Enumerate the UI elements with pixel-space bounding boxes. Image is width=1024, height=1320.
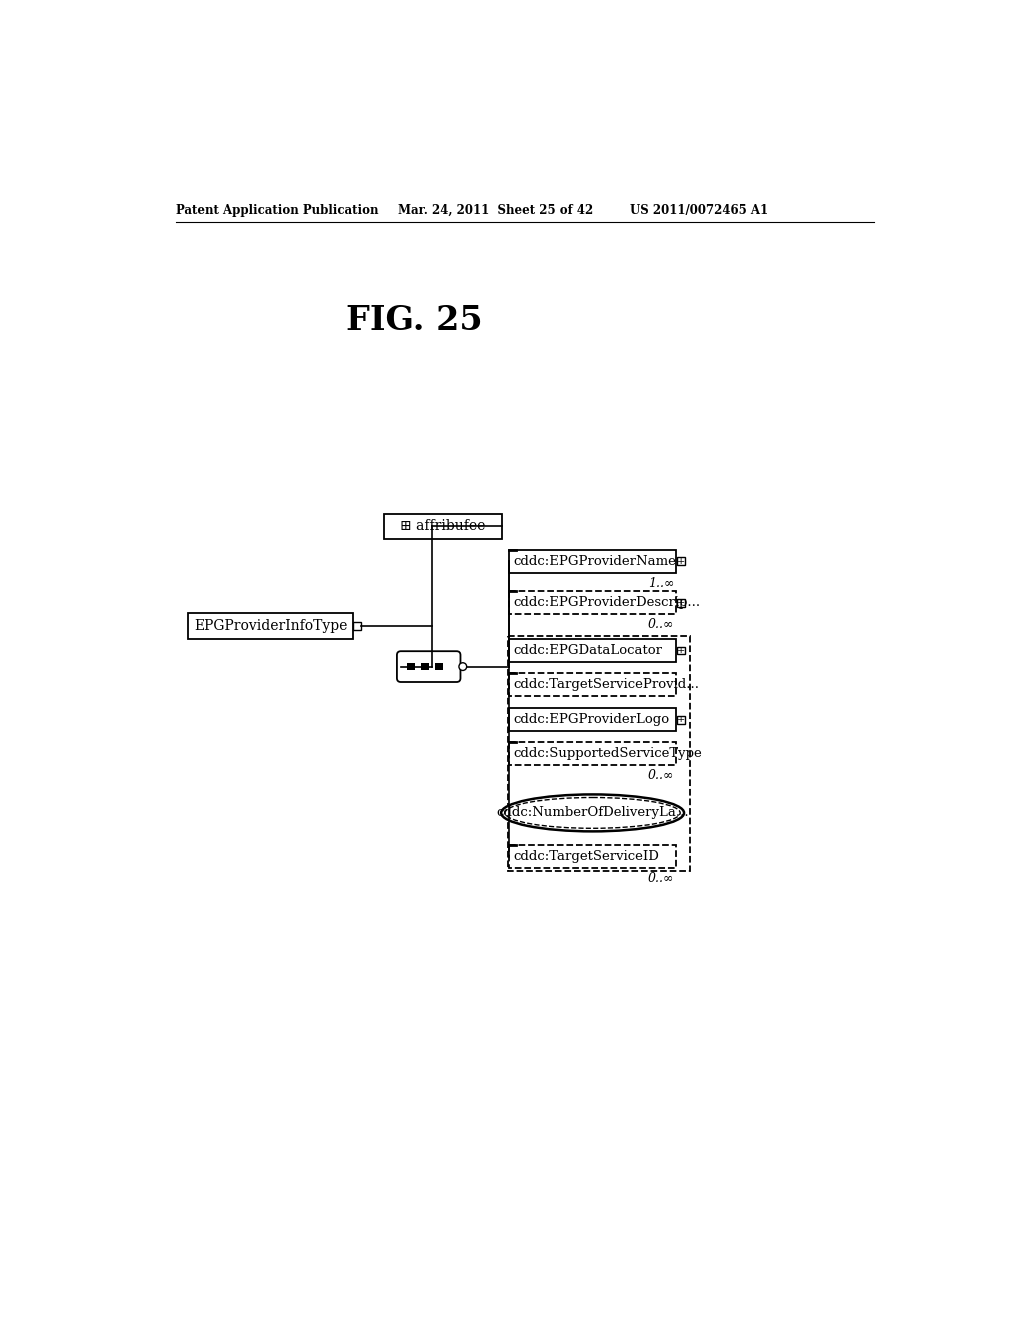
Bar: [678, 715, 685, 723]
Bar: [509, 742, 676, 766]
Text: Patent Application Publication: Patent Application Publication: [176, 205, 379, 218]
Text: +: +: [677, 598, 685, 607]
Text: cddc:EPGProviderName: cddc:EPGProviderName: [513, 554, 676, 568]
Circle shape: [459, 663, 467, 671]
Text: ⊞ affribufee: ⊞ affribufee: [400, 520, 485, 533]
Bar: [435, 663, 442, 671]
Text: 0..∞: 0..∞: [648, 873, 675, 886]
Bar: [678, 647, 685, 655]
FancyBboxPatch shape: [397, 651, 461, 682]
Text: 0..∞: 0..∞: [648, 770, 675, 781]
Text: US 2011/0072465 A1: US 2011/0072465 A1: [630, 205, 768, 218]
Bar: [508, 636, 690, 871]
Bar: [509, 591, 676, 614]
Text: cddc:SupportedServiceType: cddc:SupportedServiceType: [513, 747, 701, 760]
Text: FIG. 25: FIG. 25: [346, 304, 483, 337]
Text: +: +: [677, 557, 685, 565]
Bar: [421, 663, 429, 671]
Bar: [509, 708, 676, 731]
Text: +: +: [677, 715, 685, 725]
Text: Mar. 24, 2011  Sheet 25 of 42: Mar. 24, 2011 Sheet 25 of 42: [397, 205, 593, 218]
Bar: [509, 549, 676, 573]
Text: cddc:EPGDataLocator: cddc:EPGDataLocator: [513, 644, 663, 657]
Text: cddc:NumberOfDeliveryLa...: cddc:NumberOfDeliveryLa...: [497, 807, 689, 820]
Text: 1..∞: 1..∞: [648, 577, 675, 590]
Bar: [509, 673, 676, 696]
Text: cddc:EPGProviderDescrip...: cddc:EPGProviderDescrip...: [513, 597, 700, 610]
Text: cddc:EPGProviderLogo: cddc:EPGProviderLogo: [513, 713, 670, 726]
Ellipse shape: [501, 795, 684, 832]
Bar: [509, 845, 676, 869]
Bar: [188, 612, 352, 639]
Bar: [678, 557, 685, 565]
Bar: [407, 663, 415, 671]
Bar: [678, 599, 685, 607]
Text: cddc:TargetServiceProvid...: cddc:TargetServiceProvid...: [513, 677, 699, 690]
Bar: [352, 622, 360, 630]
Text: EPGProviderInfoType: EPGProviderInfoType: [194, 619, 347, 632]
Text: 0..∞: 0..∞: [648, 618, 675, 631]
Bar: [509, 639, 676, 663]
Text: cddc:TargetServiceID: cddc:TargetServiceID: [513, 850, 659, 863]
Bar: [384, 515, 502, 539]
Text: +: +: [677, 645, 685, 655]
